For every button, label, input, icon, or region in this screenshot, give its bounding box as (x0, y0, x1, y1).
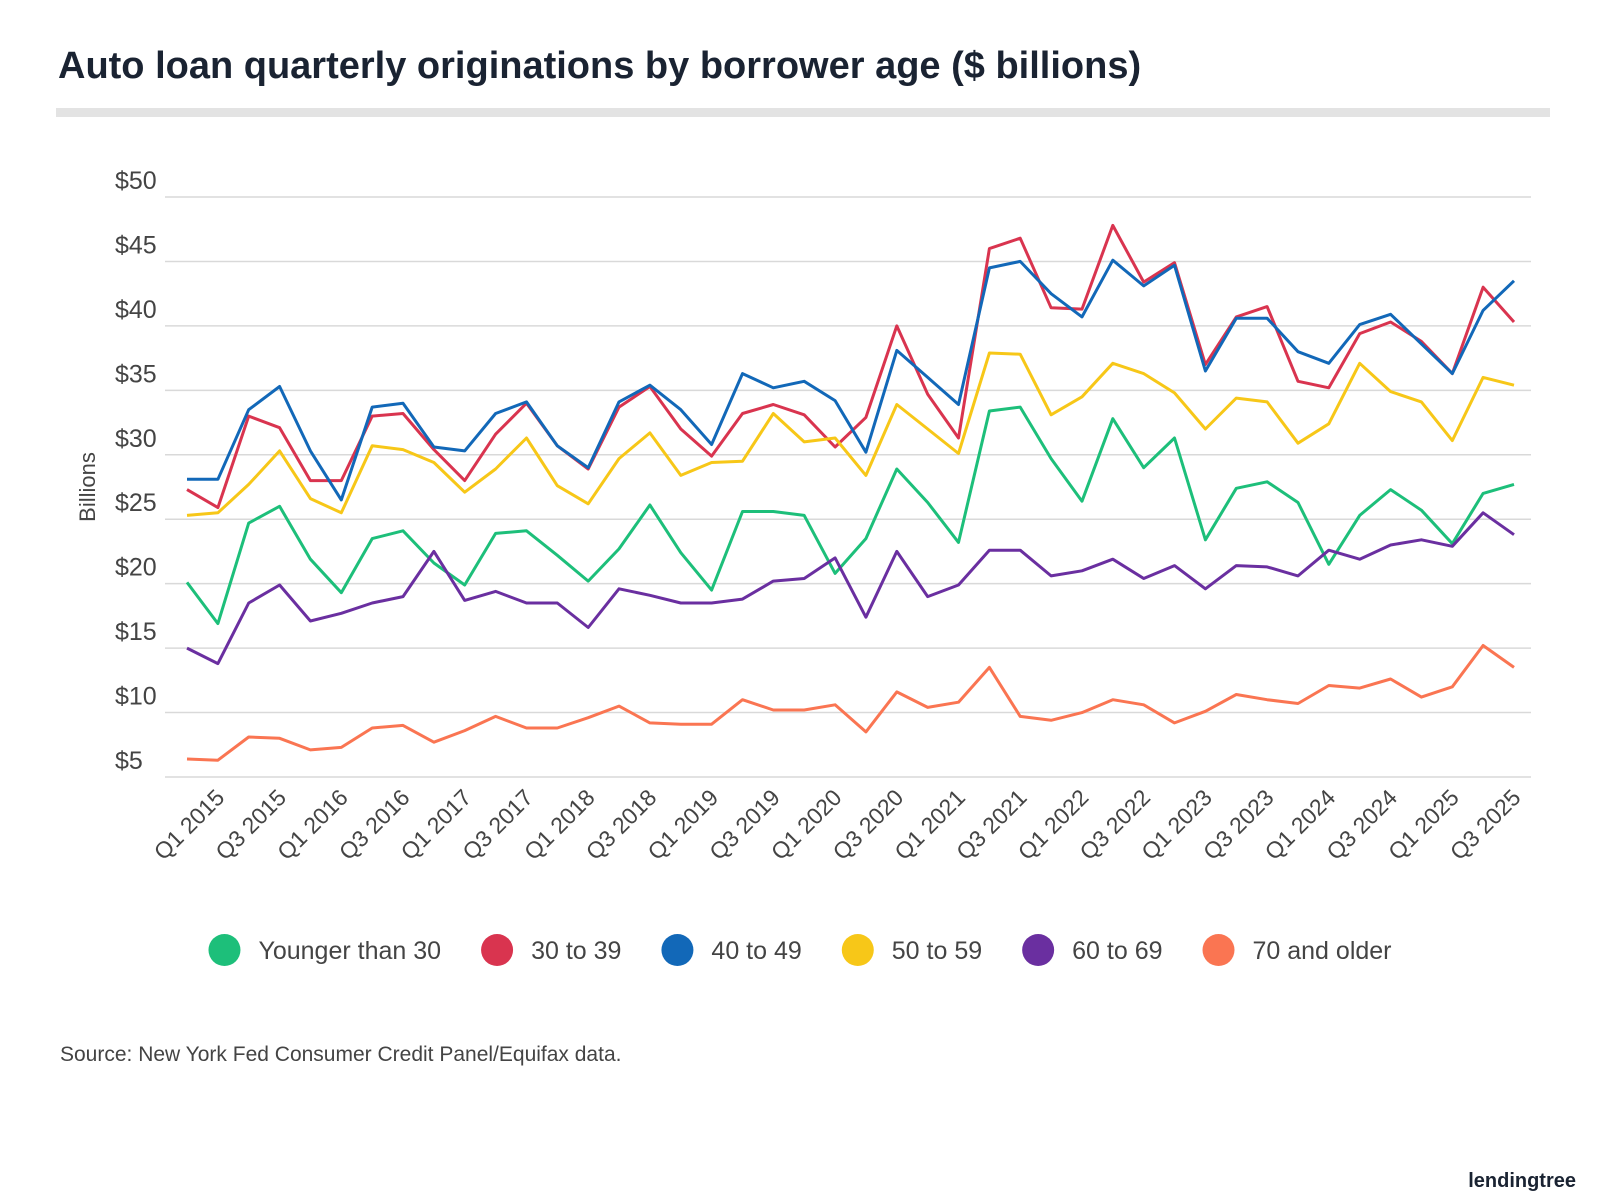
legend-item: 30 to 39 (481, 934, 621, 966)
y-tick-label: $20 (115, 554, 157, 582)
y-tick-label: $45 (115, 231, 157, 259)
data-line (186, 511, 1515, 666)
y-tick-label: $40 (115, 296, 157, 324)
legend: Younger than 30 30 to 39 40 to 49 50 to 59 6… (208, 934, 1392, 966)
legend-swatch (481, 934, 514, 966)
y-tick-label: $50 (115, 167, 157, 195)
legend-swatch (208, 934, 241, 966)
y-axis-label: Billions (75, 452, 100, 522)
brand-logo: lendingtree (1468, 1170, 1576, 1192)
data-line (186, 351, 1515, 517)
legend-item: 60 to 69 (1022, 934, 1163, 966)
y-tick-label: $35 (115, 360, 157, 388)
data-line (187, 258, 1516, 502)
source-note: Source: New York Fed Consumer Credit Pan… (60, 1043, 621, 1066)
divider (56, 108, 1550, 117)
y-tick-label: $30 (115, 425, 157, 453)
y-tick-label: $10 (115, 683, 157, 711)
legend-label: 60 to 69 (1072, 937, 1162, 965)
legend-label: 70 and older (1253, 937, 1392, 965)
data-line (186, 223, 1516, 510)
data-line (185, 405, 1515, 626)
y-tick-label: $25 (115, 489, 157, 517)
legend-item: 40 to 49 (661, 934, 802, 966)
legend-label: 40 to 49 (711, 937, 801, 965)
legend-item: Younger than 30 (208, 934, 441, 966)
legend-swatch (661, 934, 694, 966)
legend-label: Younger than 30 (258, 937, 441, 965)
y-tick-label: $15 (115, 618, 157, 646)
legend-swatch (1202, 934, 1235, 966)
chart-title: Auto loan quarterly originations by borr… (58, 45, 1141, 87)
plot-area (185, 223, 1516, 762)
legend-swatch (1022, 934, 1055, 966)
legend-label: 50 to 59 (892, 937, 982, 965)
legend-item: 50 to 59 (841, 934, 982, 966)
legend-swatch (841, 934, 874, 966)
legend-label: 30 to 39 (531, 937, 621, 965)
legend-item: 70 and older (1202, 934, 1392, 966)
y-tick-label: $5 (115, 747, 143, 775)
data-line (186, 644, 1515, 762)
